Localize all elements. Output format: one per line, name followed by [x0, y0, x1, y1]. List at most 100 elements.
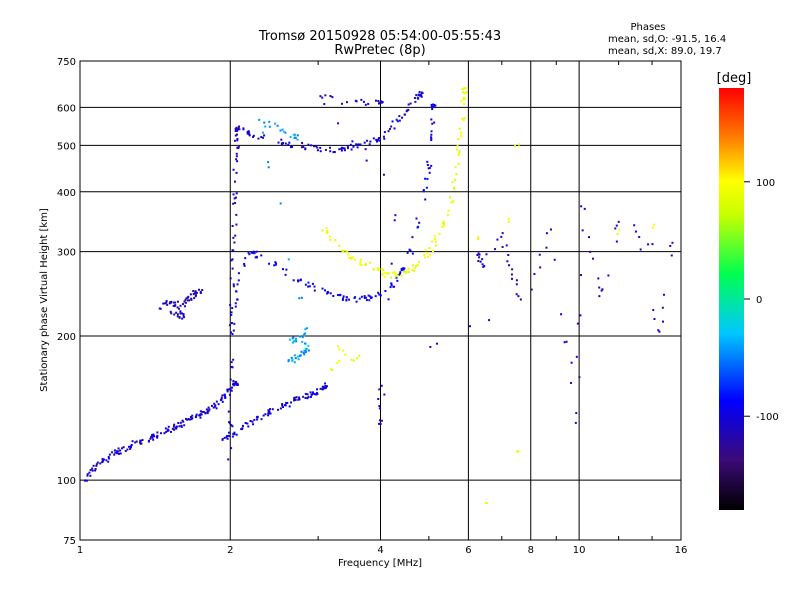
data-point	[243, 262, 246, 265]
data-point	[233, 431, 236, 434]
stats-line-o: mean, sd,O: -91.5, 16.4	[608, 34, 726, 45]
data-point	[235, 171, 238, 174]
data-points	[83, 87, 674, 505]
data-point	[396, 279, 399, 282]
data-point	[350, 148, 353, 151]
data-point	[296, 134, 299, 137]
data-point	[173, 423, 176, 426]
data-point	[583, 207, 586, 210]
data-point	[319, 387, 322, 390]
data-point	[324, 382, 327, 385]
data-point	[391, 271, 394, 274]
y-tick-label: 300	[57, 248, 76, 259]
data-point	[293, 361, 296, 364]
data-point	[220, 396, 223, 399]
data-point	[342, 297, 345, 300]
data-point	[291, 337, 294, 340]
data-point	[174, 304, 177, 307]
data-point	[291, 145, 294, 148]
data-point	[533, 273, 536, 276]
data-point	[578, 376, 581, 379]
data-point	[344, 353, 347, 356]
data-point	[232, 283, 235, 286]
data-point	[255, 416, 258, 419]
data-point	[221, 438, 224, 441]
data-point	[324, 385, 327, 388]
data-point	[366, 139, 369, 142]
data-point	[208, 408, 211, 411]
data-point	[367, 102, 370, 105]
data-point	[358, 297, 361, 300]
data-point	[215, 407, 218, 410]
data-point	[416, 264, 419, 267]
data-point	[179, 312, 182, 315]
data-point	[376, 138, 379, 141]
data-point	[307, 285, 310, 288]
data-point	[207, 409, 210, 412]
data-point	[165, 300, 168, 303]
data-point	[329, 94, 332, 97]
data-point	[102, 458, 105, 461]
data-point	[199, 416, 202, 419]
data-point	[294, 136, 297, 139]
data-point	[453, 188, 456, 191]
data-point	[325, 232, 328, 235]
data-point	[457, 153, 460, 156]
data-point	[114, 451, 117, 454]
data-point	[184, 417, 187, 420]
data-point	[234, 128, 237, 131]
data-point	[539, 266, 542, 269]
data-point	[303, 342, 306, 345]
data-point	[321, 388, 324, 391]
data-point	[268, 262, 271, 265]
data-point	[375, 140, 378, 143]
data-point	[355, 143, 358, 146]
data-point	[424, 177, 427, 180]
x-tick-label: 2	[227, 545, 233, 556]
data-point	[300, 296, 303, 299]
data-point	[240, 428, 243, 431]
data-point	[244, 257, 247, 260]
phase-colorbar: [deg] 100 0 -100	[717, 71, 779, 510]
data-point	[615, 240, 618, 243]
data-point	[324, 386, 327, 389]
data-point	[219, 398, 222, 401]
data-point	[293, 136, 296, 139]
data-point	[671, 241, 674, 244]
data-point	[389, 286, 392, 289]
data-point	[462, 98, 465, 101]
data-point	[307, 344, 310, 347]
data-point	[252, 250, 255, 253]
data-point	[380, 100, 383, 103]
data-point	[363, 296, 366, 299]
x-tick-label: 16	[675, 545, 688, 556]
data-point	[501, 245, 504, 248]
y-tick-label: 200	[57, 332, 76, 343]
data-point	[288, 338, 291, 341]
data-point	[230, 313, 233, 316]
data-point	[186, 418, 189, 421]
data-point	[399, 271, 402, 274]
data-point	[298, 297, 301, 300]
data-point	[280, 143, 283, 146]
data-point	[425, 249, 428, 252]
data-point	[101, 459, 104, 462]
data-point	[296, 355, 299, 358]
data-point	[426, 252, 429, 255]
data-point	[309, 391, 312, 394]
data-point	[511, 268, 514, 271]
data-point	[412, 270, 415, 273]
data-point	[377, 100, 380, 103]
data-point	[515, 293, 518, 296]
data-point	[279, 202, 282, 205]
data-point	[458, 127, 461, 130]
data-point	[465, 91, 468, 94]
data-point	[228, 393, 231, 396]
data-point	[246, 132, 249, 135]
data-point	[263, 134, 266, 137]
data-point	[338, 148, 341, 151]
data-point	[175, 311, 178, 314]
data-point	[228, 388, 231, 391]
data-point	[293, 398, 296, 401]
data-point	[284, 273, 287, 276]
